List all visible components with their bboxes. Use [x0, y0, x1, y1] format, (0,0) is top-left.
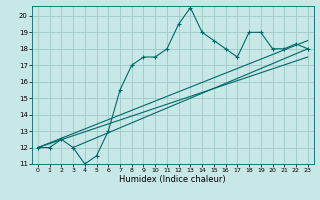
X-axis label: Humidex (Indice chaleur): Humidex (Indice chaleur) — [119, 175, 226, 184]
